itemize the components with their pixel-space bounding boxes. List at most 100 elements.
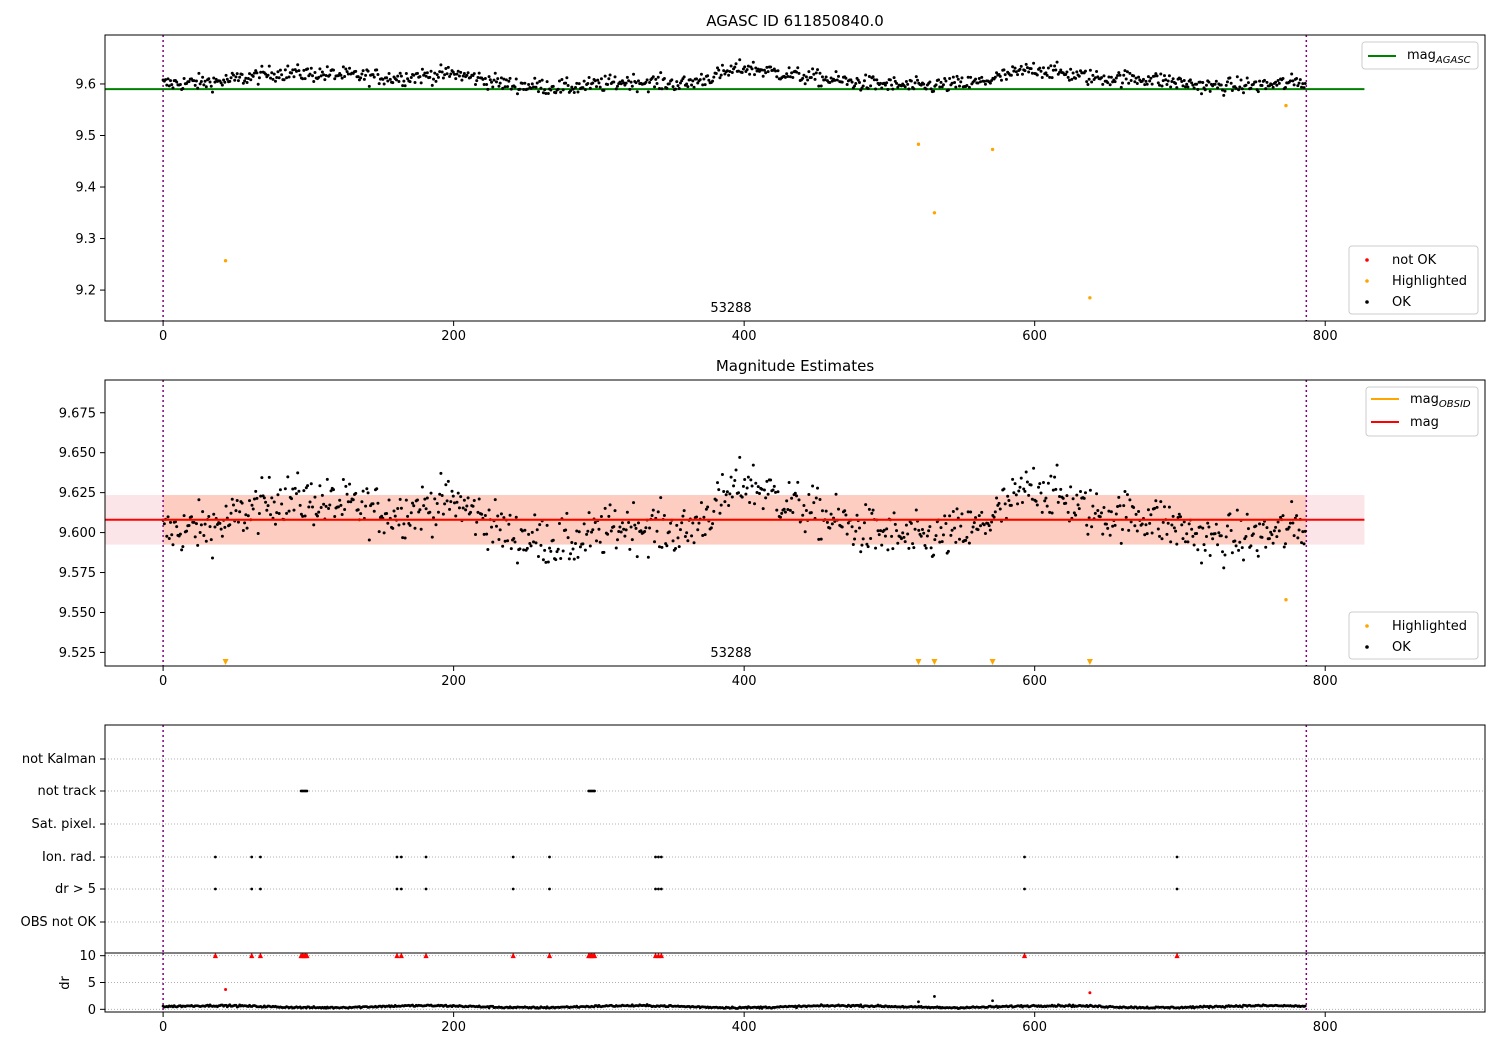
ok-point <box>634 526 638 530</box>
ok-point <box>243 79 247 83</box>
ok-point <box>340 76 344 80</box>
ok-point <box>743 65 747 69</box>
ok-point <box>720 472 724 476</box>
ok-point <box>497 538 501 542</box>
ok-point <box>413 526 417 530</box>
ok-point <box>203 522 207 526</box>
ok-point <box>811 67 815 71</box>
ok-point <box>1159 500 1163 504</box>
ok-point <box>995 71 999 75</box>
ok-point <box>1148 521 1152 525</box>
ok-point <box>867 507 871 511</box>
ok-point <box>260 476 264 480</box>
ok-point <box>804 508 808 512</box>
ok-point <box>974 77 978 81</box>
ok-point <box>502 516 506 520</box>
ok-point <box>602 88 606 92</box>
ok-point <box>776 69 780 73</box>
ok-point <box>1113 80 1117 84</box>
ok-point <box>1279 515 1283 519</box>
x-tick-label: 800 <box>1313 674 1338 689</box>
ok-point <box>791 75 795 79</box>
ok-point <box>796 66 800 70</box>
ok-point <box>896 541 900 545</box>
ok-point <box>972 521 976 525</box>
flag-point <box>259 887 262 891</box>
ok-point <box>412 73 416 77</box>
ok-point <box>241 528 245 532</box>
ok-point <box>754 66 758 70</box>
ok-point <box>782 507 786 511</box>
ok-point <box>201 75 205 79</box>
ok-point <box>756 485 760 489</box>
x-tick-label: 0 <box>159 674 167 689</box>
ok-point <box>702 77 706 81</box>
ok-point <box>1206 521 1210 525</box>
ok-point <box>1058 495 1062 499</box>
ok-point <box>1200 92 1204 96</box>
ok-point <box>928 80 932 84</box>
ok-point <box>430 535 434 539</box>
ok-point <box>614 546 618 550</box>
ok-point <box>1258 79 1262 83</box>
ok-point <box>623 534 627 538</box>
ok-point <box>964 538 968 542</box>
ok-point <box>854 82 858 86</box>
ok-point <box>1117 71 1121 75</box>
y-tick-label: 9.675 <box>59 406 96 421</box>
ok-point <box>518 87 522 91</box>
ok-point <box>602 550 606 554</box>
ok-point <box>388 77 392 81</box>
ok-point <box>430 83 434 87</box>
ok-point <box>492 78 496 82</box>
ok-point <box>636 79 640 83</box>
ok-point <box>1155 74 1159 78</box>
ok-point <box>1222 566 1226 570</box>
ok-point <box>513 85 517 89</box>
ok-point <box>422 504 426 508</box>
ok-point <box>796 480 800 484</box>
ok-point <box>886 88 890 92</box>
ok-point <box>434 523 438 527</box>
ok-point <box>1030 71 1034 75</box>
ok-point <box>712 75 716 79</box>
ok-point <box>499 76 503 80</box>
ok-point <box>509 547 513 551</box>
ok-point <box>372 509 376 513</box>
ok-point <box>273 79 277 83</box>
ok-point <box>813 77 817 81</box>
ok-point <box>454 77 458 81</box>
ok-point <box>711 522 715 526</box>
ok-point <box>1003 502 1007 506</box>
ok-point <box>837 507 841 511</box>
ok-point <box>860 543 864 547</box>
ok-point <box>660 545 664 549</box>
ok-point <box>1065 494 1069 498</box>
ok-point <box>575 529 579 533</box>
ok-point <box>466 496 470 500</box>
ok-point <box>539 543 543 547</box>
ok-point <box>927 529 931 533</box>
ok-point <box>591 81 595 85</box>
ok-point <box>476 75 480 79</box>
ok-point <box>820 509 824 513</box>
ok-point <box>276 70 280 74</box>
ok-point <box>264 500 268 504</box>
ok-point <box>718 76 722 80</box>
ok-point <box>514 515 518 519</box>
legend-mag-agasc-label: mag <box>1407 48 1436 63</box>
ok-point <box>496 514 500 518</box>
ok-point <box>769 65 773 69</box>
ok-point <box>292 75 296 79</box>
ok-point <box>381 77 385 81</box>
ok-point <box>1144 79 1148 83</box>
x-tick-label: 600 <box>1022 329 1047 344</box>
ok-point <box>1190 527 1194 531</box>
ok-point <box>219 81 223 85</box>
highlighted-point <box>223 259 228 263</box>
ok-point <box>1149 513 1153 517</box>
ok-point <box>557 79 561 83</box>
ok-point <box>173 520 177 524</box>
ok-point <box>220 83 224 87</box>
ok-point <box>688 78 692 82</box>
